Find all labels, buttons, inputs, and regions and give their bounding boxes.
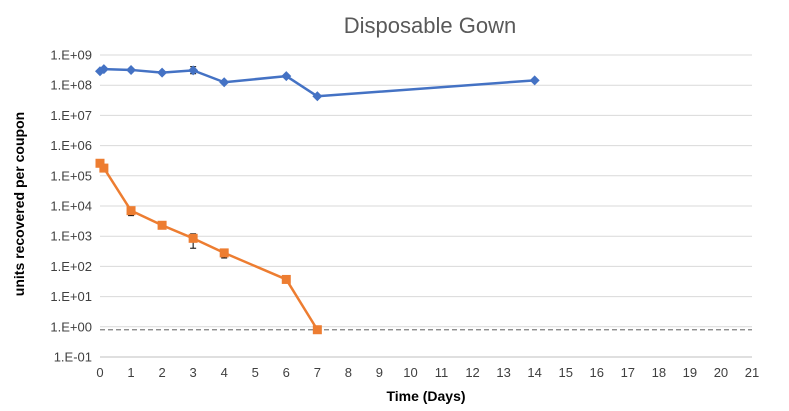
y-tick-label: 1.E+06 <box>50 138 92 153</box>
y-tick-label: 1.E+02 <box>50 259 92 274</box>
data-point-square <box>157 220 167 230</box>
y-tick-label: 1.E-01 <box>54 350 92 365</box>
series-layer <box>95 64 540 335</box>
x-tick-label: 2 <box>158 365 165 380</box>
data-point-square <box>312 325 322 335</box>
x-tick-label: 7 <box>314 365 321 380</box>
data-point-square <box>281 274 291 284</box>
x-tick-label: 19 <box>683 365 697 380</box>
x-axis-title: Time (Days) <box>386 388 465 404</box>
x-tick-label: 17 <box>621 365 635 380</box>
data-point-diamond <box>188 65 199 76</box>
x-tick-label: 5 <box>252 365 259 380</box>
x-tick-label: 3 <box>190 365 197 380</box>
x-tick-label: 18 <box>652 365 666 380</box>
y-tick-label: 1.E+09 <box>50 48 92 63</box>
x-tick-label: 13 <box>496 365 510 380</box>
data-point-square <box>188 233 198 243</box>
data-point-square <box>95 158 105 168</box>
series-1 <box>95 64 540 102</box>
data-point-diamond <box>219 77 230 88</box>
series-2 <box>95 158 322 335</box>
y-tick-label: 1.E+03 <box>50 229 92 244</box>
data-point-diamond <box>281 71 292 82</box>
x-tick-label: 12 <box>465 365 479 380</box>
chart-title: Disposable Gown <box>344 13 516 38</box>
data-point-square <box>99 163 109 173</box>
x-tick-label: 4 <box>221 365 228 380</box>
y-tick-label: 1.E+00 <box>50 319 92 334</box>
x-tick-label: 9 <box>376 365 383 380</box>
data-point-diamond <box>312 91 323 102</box>
x-tick-label: 21 <box>745 365 759 380</box>
x-tick-label: 10 <box>403 365 417 380</box>
y-axis-title: units recovered per coupon <box>11 112 27 296</box>
x-tick-label: 14 <box>527 365 541 380</box>
y-tick-label: 1.E+04 <box>50 199 92 214</box>
y-tick-label: 1.E+01 <box>50 289 92 304</box>
gridlines <box>100 54 752 328</box>
x-tick-label: 0 <box>96 365 103 380</box>
y-tick-label: 1.E+07 <box>50 108 92 123</box>
data-point-diamond <box>126 64 137 75</box>
y-tick-label: 1.E+08 <box>50 78 92 93</box>
x-tick-label: 16 <box>590 365 604 380</box>
x-tick-label: 8 <box>345 365 352 380</box>
x-tick-label: 1 <box>127 365 134 380</box>
data-point-square <box>126 206 136 216</box>
x-tick-label: 6 <box>283 365 290 380</box>
axes: 1.E-01 1.E+00 1.E+01 1.E+02 1.E+03 1.E+04 1.E+… <box>50 48 759 381</box>
x-tick-label: 15 <box>558 365 572 380</box>
x-tick-label: 20 <box>714 365 728 380</box>
data-point-diamond <box>98 64 109 75</box>
series-line <box>99 162 319 331</box>
data-point-square <box>219 248 229 258</box>
x-tick-label: 11 <box>435 365 449 380</box>
data-point-diamond <box>157 67 168 78</box>
y-tick-label: 1.E+05 <box>50 168 92 183</box>
data-point-diamond <box>529 75 540 86</box>
